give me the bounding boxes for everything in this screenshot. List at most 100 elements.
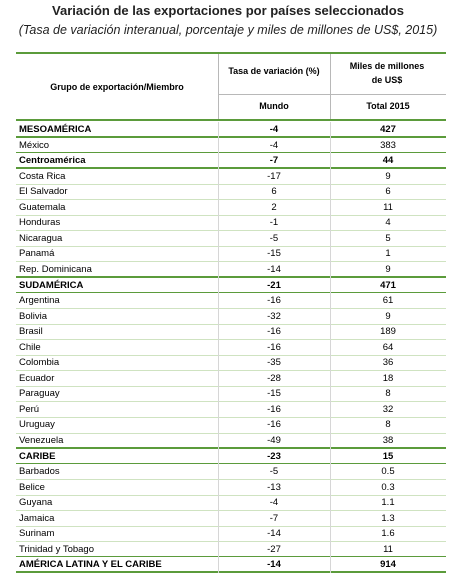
title: Variación de las exportaciones por paíse…	[52, 3, 404, 18]
world-value: -32	[267, 310, 281, 322]
total-value: 1.1	[381, 497, 395, 509]
row-label: Surinam	[19, 528, 55, 540]
header-cell: Grupo de exportación/Miembro	[50, 82, 184, 92]
total-value: 8	[385, 388, 391, 400]
row-rule	[16, 401, 446, 403]
row-label: Argentina	[19, 295, 60, 307]
header-cell: Total 2015	[366, 101, 410, 111]
world-value: 6	[271, 186, 277, 198]
row-rule	[16, 245, 446, 247]
world-value: -35	[267, 357, 281, 369]
total-value: 1.6	[381, 528, 395, 540]
world-value: -16	[267, 341, 281, 353]
row-rule	[16, 230, 446, 232]
total-value: 8	[385, 419, 391, 431]
header-cell: Mundo	[259, 101, 289, 111]
world-value: -16	[267, 295, 281, 307]
total-value: 4	[385, 217, 391, 229]
row-label: Centroamérica	[19, 155, 86, 167]
row-label: Honduras	[19, 217, 61, 229]
row-rule	[16, 261, 446, 263]
header-cell: Tasa de variación (%)	[228, 66, 320, 76]
row-label: Venezuela	[19, 435, 64, 446]
row-rule	[16, 199, 446, 201]
row-label: Colombia	[19, 357, 60, 369]
world-value: -7	[269, 512, 279, 524]
world-value: -15	[267, 248, 281, 260]
total-value: 1	[385, 248, 391, 260]
total-value: 9	[385, 263, 391, 275]
row-rule	[16, 416, 446, 418]
row-label: Barbados	[19, 466, 60, 478]
row-label: CARIBE	[19, 450, 56, 462]
world-value: -21	[267, 279, 281, 291]
total-value: 44	[382, 155, 394, 167]
row-label: Belice	[19, 481, 45, 493]
world-value: -13	[267, 481, 281, 493]
row-rule	[16, 541, 446, 543]
world-value: -27	[267, 543, 281, 555]
row-rule	[16, 354, 446, 356]
world-value: -4	[269, 139, 279, 151]
row-rule	[16, 432, 446, 434]
world-value: -17	[267, 170, 281, 182]
total-value: 9	[385, 170, 391, 182]
total-value: 383	[380, 139, 396, 151]
world-value: -14	[267, 528, 281, 540]
column-divider	[330, 122, 331, 573]
world-value: -5	[269, 232, 279, 244]
total-value: 0.5	[381, 466, 395, 478]
total-value: 61	[382, 295, 394, 307]
total-value: 427	[380, 124, 396, 135]
header-rule	[218, 94, 446, 95]
row-label: Nicaragua	[19, 232, 63, 244]
total-value: 36	[382, 357, 394, 369]
row-label: SUDAMÉRICA	[19, 279, 84, 291]
world-value: -1	[269, 217, 279, 229]
header-cell: Miles de millones de US$	[349, 61, 425, 85]
row-rule	[16, 385, 446, 387]
row-rule	[16, 462, 446, 465]
row-label: Ecuador	[19, 372, 55, 384]
world-value: -4	[269, 497, 279, 509]
row-rule	[16, 291, 446, 294]
total-value: 189	[380, 326, 396, 338]
world-value: -15	[267, 388, 281, 400]
world-value: -14	[267, 263, 281, 275]
row-rule	[16, 525, 446, 527]
total-value: 0.3	[381, 481, 395, 493]
row-rule	[16, 136, 446, 138]
row-rule	[16, 339, 446, 341]
row-rule	[16, 308, 446, 310]
row-rule	[16, 494, 446, 496]
row-label: Brasil	[19, 326, 43, 338]
row-rule	[16, 183, 446, 185]
total-value: 11	[383, 201, 393, 213]
total-value: 11	[383, 543, 393, 555]
total-value: 1.3	[381, 512, 395, 524]
total-value: 32	[382, 403, 394, 415]
total-value: 6	[385, 186, 391, 198]
table: Grupo de exportación/Miembro Tasa de var…	[16, 52, 446, 573]
row-label: Guyana	[19, 497, 53, 509]
row-label: Trinidad y Tobago	[19, 543, 94, 555]
total-value: 15	[382, 450, 394, 462]
row-label: Panamá	[19, 248, 55, 260]
world-value: -49	[267, 435, 281, 446]
world-value: -7	[269, 155, 279, 167]
total-value: 18	[382, 372, 394, 384]
row-rule	[16, 370, 446, 372]
row-rule	[16, 447, 446, 449]
world-value: -16	[267, 403, 281, 415]
row-rule	[16, 151, 446, 154]
row-label: El Salvador	[19, 186, 68, 198]
row-label: Bolivia	[19, 310, 47, 322]
row-label: Jamaica	[19, 512, 55, 524]
world-value: -16	[267, 326, 281, 338]
header-rule	[16, 119, 446, 121]
row-rule	[16, 479, 446, 481]
row-label: Uruguay	[19, 419, 55, 431]
total-value: 38	[382, 435, 394, 446]
row-rule	[16, 167, 446, 169]
